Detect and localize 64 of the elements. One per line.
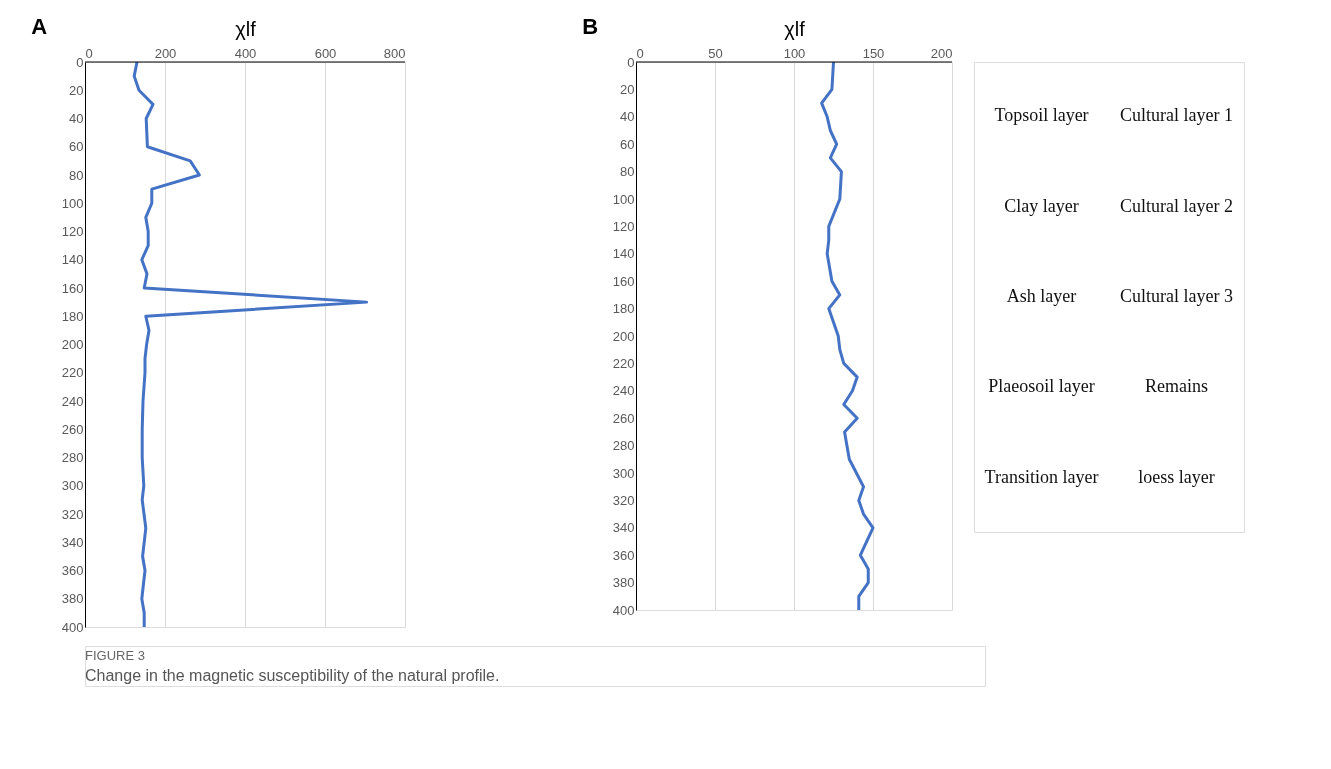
y-tick-label: 300: [612, 465, 635, 481]
text: loess layer: [1138, 466, 1215, 487]
y-tick-label: 40: [69, 111, 84, 126]
caption: FIGURE 3: [85, 648, 145, 663]
y-tick-label: 80: [620, 164, 635, 180]
y-tick-label: 200: [61, 337, 84, 352]
y-tick-label: 40: [620, 109, 635, 125]
y-tick-label: 260: [61, 421, 84, 437]
y-tick-label: 20: [620, 81, 635, 97]
y-tick-label: 160: [61, 280, 84, 296]
chart-title: A: [31, 14, 48, 39]
y-tick-label: 220: [61, 365, 84, 381]
y-tick-label: 280: [61, 450, 84, 465]
y-tick-label: 60: [620, 136, 635, 152]
y-tick-label: 340: [612, 520, 635, 536]
text: Remains: [1145, 376, 1208, 397]
x-tick-label: 600: [314, 45, 337, 61]
text: Topsoil layer: [994, 105, 1089, 126]
x-tick-label: 50: [708, 45, 723, 61]
y-tick-label: 380: [612, 575, 635, 591]
y-tick-label: 260: [612, 410, 635, 426]
y-tick-label: 120: [612, 218, 635, 234]
text: Cultural layer 3: [1120, 286, 1233, 306]
y-tick-label: 180: [61, 308, 84, 324]
text: Ash layer: [1006, 286, 1077, 306]
y-tick-label: 400: [61, 619, 84, 635]
text: Change in the magnetic susceptibility of the natural profile.: [85, 667, 500, 684]
y-tick-label: 360: [612, 547, 635, 563]
y-tick-label: 320: [612, 492, 635, 508]
x-tick-label: 800: [383, 45, 406, 61]
y-tick-label: 160: [612, 273, 635, 289]
y-tick-label: 240: [61, 393, 84, 409]
y-tick-label: 140: [612, 246, 635, 262]
text: Clay layer: [1004, 195, 1079, 216]
x-axis-title: χlf: [784, 17, 806, 40]
y-tick-label: 400: [612, 602, 635, 618]
y-tick-label: 220: [612, 355, 635, 371]
text: Plaeosoil layer: [988, 376, 1095, 397]
y-tick-label: 300: [61, 478, 84, 494]
y-tick-label: 60: [69, 139, 84, 155]
x-axis-title: χlf: [235, 17, 257, 40]
y-tick-label: 80: [69, 167, 84, 183]
y-tick-label: 320: [61, 506, 84, 522]
chart-title: B: [582, 14, 599, 39]
text: Cultural layer 2: [1120, 195, 1233, 216]
y-tick-label: 340: [61, 534, 84, 550]
y-tick-label: 360: [61, 563, 84, 578]
x-tick-label: 200: [930, 45, 953, 61]
y-tick-label: 120: [61, 224, 84, 239]
y-tick-label: 280: [612, 438, 635, 454]
y-tick-label: 100: [61, 195, 84, 211]
x-tick-label: 200: [154, 45, 177, 61]
text: Cultural layer 1: [1120, 105, 1233, 126]
text: Transition layer: [984, 466, 1099, 487]
x-tick-label: 100: [783, 45, 806, 61]
y-tick-label: 20: [69, 82, 84, 98]
y-tick-label: 240: [612, 383, 635, 399]
y-tick-label: 180: [612, 301, 635, 317]
x-tick-label: 400: [234, 45, 257, 61]
y-tick-label: 100: [612, 191, 635, 207]
x-tick-label: 150: [862, 45, 885, 61]
y-tick-label: 380: [61, 591, 84, 607]
y-tick-label: 140: [61, 252, 84, 268]
y-tick-label: 200: [612, 328, 635, 344]
